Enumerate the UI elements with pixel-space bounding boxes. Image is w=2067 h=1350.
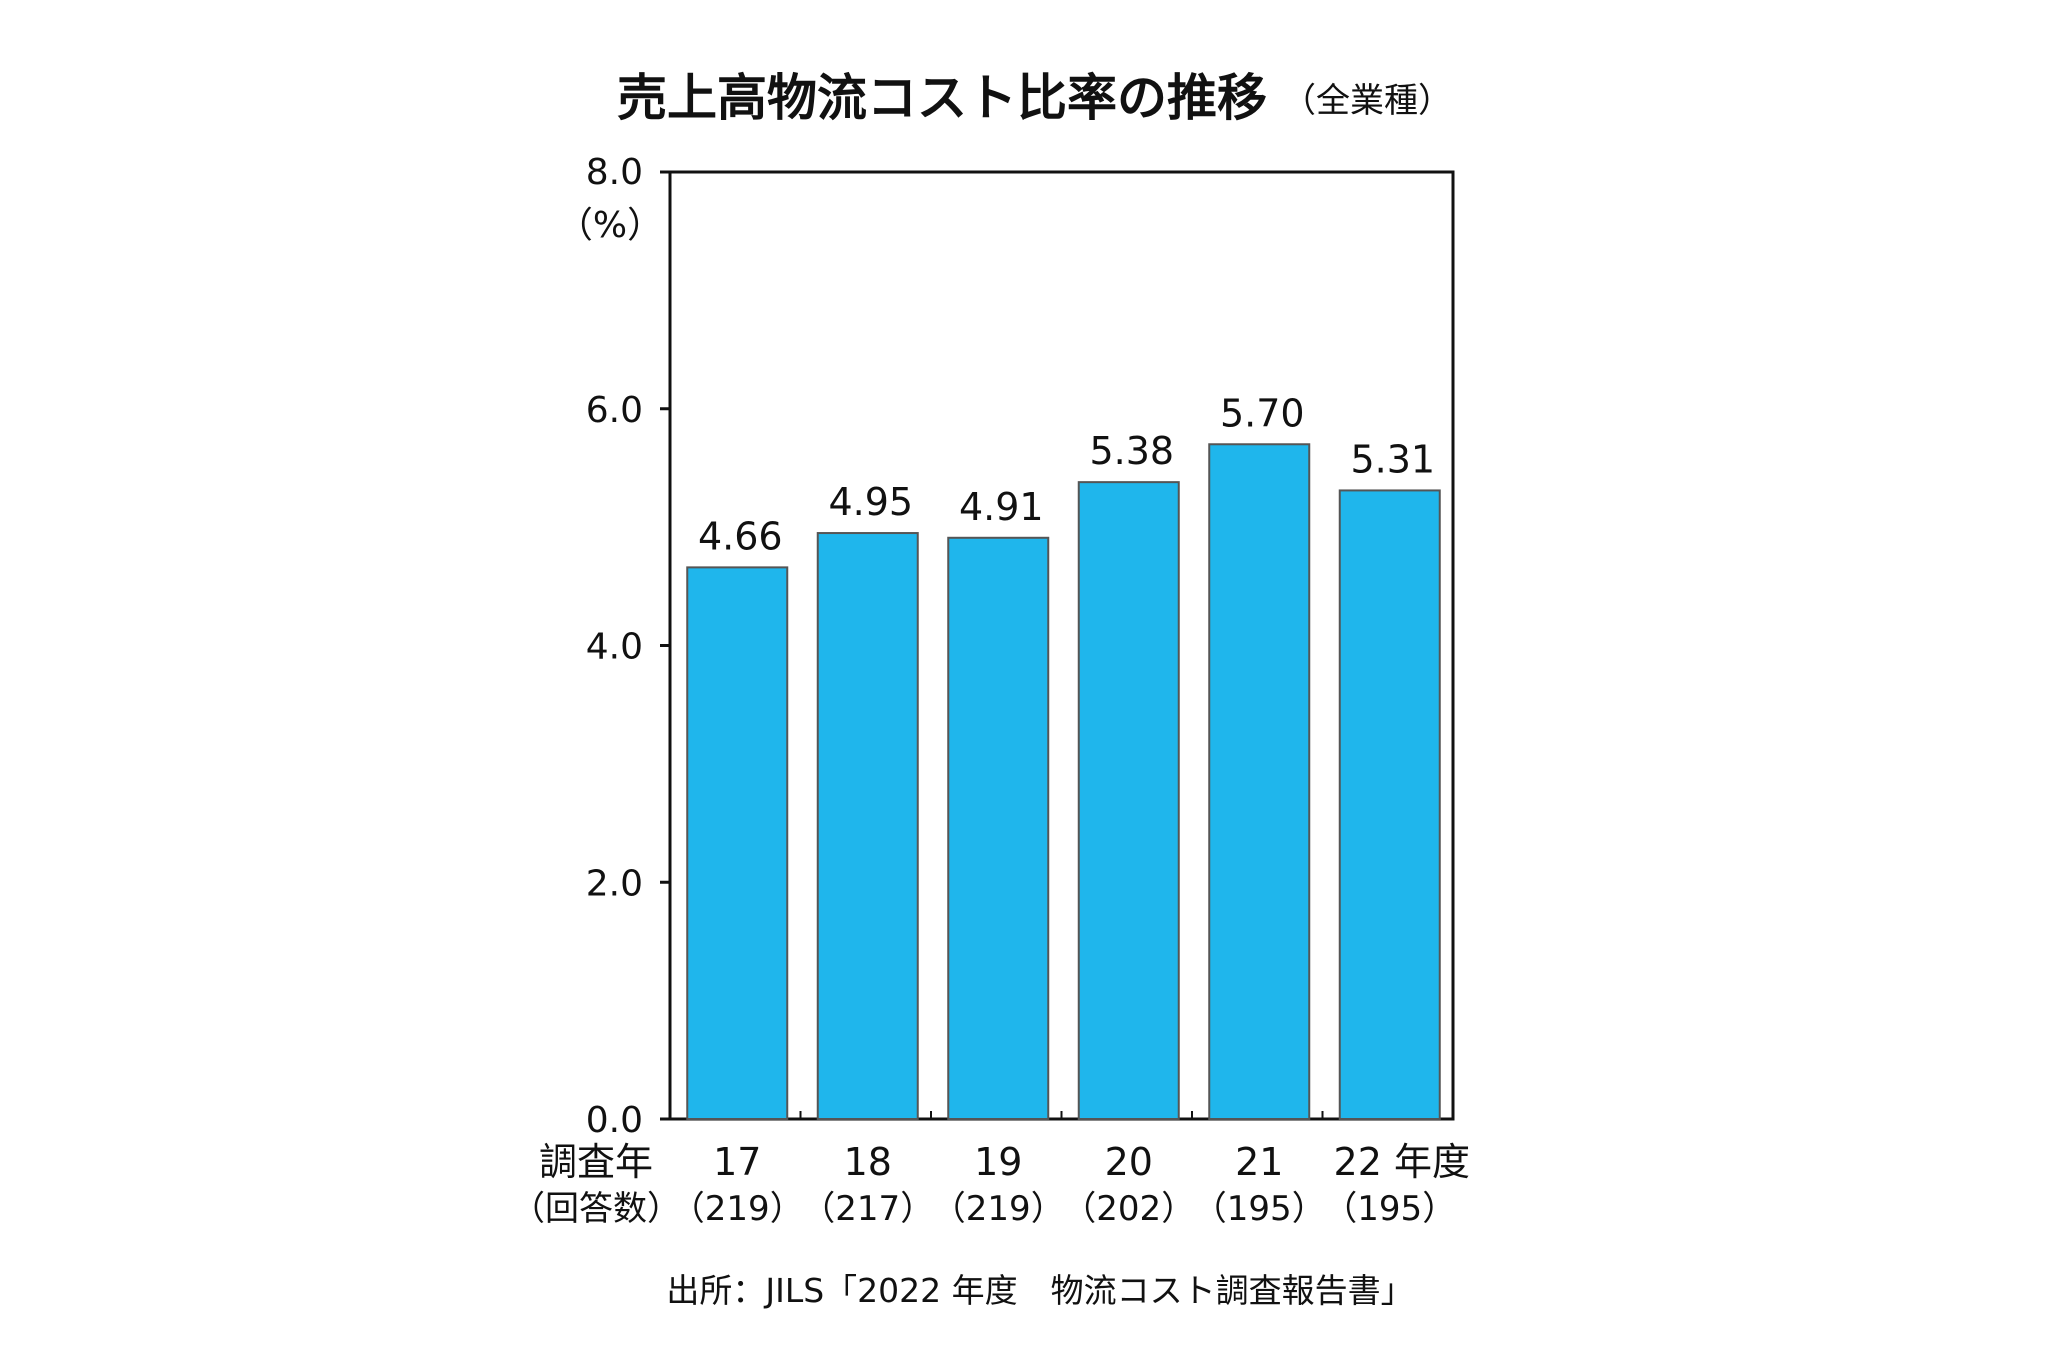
bar <box>947 536 1050 1120</box>
x-category-label: 20 <box>1105 1140 1153 1184</box>
bar <box>1208 443 1311 1120</box>
bar-value-label: 4.95 <box>828 480 913 524</box>
y-tick-label: 2.0 <box>586 863 643 904</box>
x-respondent-count: （219） <box>932 1189 1065 1229</box>
bar-value-label: 5.38 <box>1089 429 1174 473</box>
x-respondent-count: （217） <box>801 1189 934 1229</box>
bar-value-label: 4.66 <box>698 514 783 558</box>
bar-value-label: 5.70 <box>1220 391 1305 435</box>
x-category-label: 17 <box>713 1140 761 1184</box>
x-respondent-count: （195） <box>1193 1189 1326 1229</box>
bars-group: 4.66 4.95 4.91 5.38 5.70 5.31 <box>686 391 1441 1120</box>
bar <box>816 532 919 1120</box>
y-tick-label: 4.0 <box>586 627 643 668</box>
x-respondent-count: （219） <box>671 1189 804 1229</box>
x-respondent-count: （202） <box>1062 1189 1195 1229</box>
x-respondent-count: （195） <box>1323 1189 1456 1229</box>
y-tick-label: 6.0 <box>586 390 643 431</box>
x-header-respondents: （回答数） <box>511 1189 681 1229</box>
y-axis: 0.0 2.0 4.0 6.0 8.0 <box>586 152 670 1141</box>
x-category-label: 21 <box>1235 1140 1283 1184</box>
y-tick-label: 0.0 <box>586 1100 643 1141</box>
x-axis: 17（219）18（217）19（219）20（202）21（195）22 年度… <box>669 1111 1470 1229</box>
bar <box>686 566 789 1120</box>
x-category-label: 19 <box>974 1140 1022 1184</box>
x-category-label: 18 <box>844 1140 892 1184</box>
bar-value-label: 5.31 <box>1350 437 1435 481</box>
bar <box>1077 481 1180 1120</box>
source-note: 出所：JILS「2022 年度 物流コスト調査報告書」 <box>666 1271 1413 1310</box>
x-header-year: 調査年 <box>539 1140 653 1184</box>
y-tick-label: 8.0 <box>586 152 643 193</box>
bar-value-label: 4.91 <box>959 485 1044 529</box>
chart-subtitle: （全業種） <box>1282 81 1452 121</box>
chart-title: 売上高物流コスト比率の推移 <box>617 69 1267 127</box>
y-axis-unit-label: （%） <box>557 205 663 246</box>
x-category-label: 22 年度 <box>1334 1140 1470 1184</box>
bar <box>1338 489 1441 1120</box>
